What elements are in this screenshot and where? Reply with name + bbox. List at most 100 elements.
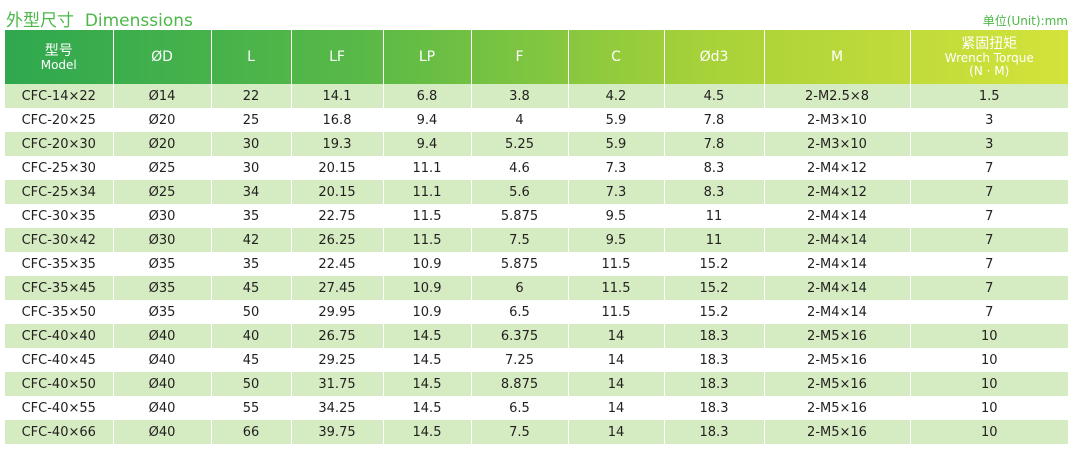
table-cell: 8.875 — [471, 372, 569, 396]
table-cell: CFC-30×42 — [5, 228, 114, 252]
table-cell: 14 — [568, 324, 665, 348]
table-cell: CFC-25×30 — [5, 156, 114, 180]
table-cell: 11 — [664, 228, 765, 252]
table-cell: 18.3 — [664, 372, 765, 396]
column-header: 型号 Model — [5, 30, 114, 84]
table-cell: 1.5 — [910, 84, 1068, 108]
table-row: CFC-35×50 Ø35 50 29.95 10.9 6.5 11.5 15.2 2-M4×1… — [5, 300, 1068, 324]
table-cell: 2-M3×10 — [764, 108, 911, 132]
table-cell: 66 — [211, 420, 292, 444]
table-cell: 20.15 — [291, 156, 384, 180]
table-cell: 5.9 — [568, 108, 665, 132]
column-header: C — [568, 30, 665, 84]
table-row: CFC-30×35 Ø30 35 22.75 11.5 5.875 9.5 11 2-M4×14… — [5, 204, 1068, 228]
table-cell: 3 — [910, 132, 1068, 156]
table-header-row: 型号 Model ØD L LF LP F C Ød3 M 紧固扭矩 Wrench Torque (N … — [5, 30, 1068, 84]
table-cell: CFC-30×35 — [5, 204, 114, 228]
column-header: LP — [383, 30, 472, 84]
column-header: L — [211, 30, 292, 84]
table-cell: 2-M4×12 — [764, 180, 911, 204]
table-cell: 39.75 — [291, 420, 384, 444]
column-header: Ød3 — [664, 30, 765, 84]
table-row: CFC-14×22 Ø14 22 14.1 6.8 3.8 4.2 4.5 2-M2.5×8 1.… — [5, 84, 1068, 108]
table-row: CFC-20×25 Ø20 25 16.8 9.4 4 5.9 7.8 2-M3×10 3 — [5, 108, 1068, 132]
table-cell: 7.3 — [568, 180, 665, 204]
table-cell: 11.1 — [383, 156, 472, 180]
table-cell: 7 — [910, 276, 1068, 300]
table-row: CFC-35×45 Ø35 45 27.45 10.9 6 11.5 15.2 2-M4×14 7 — [5, 276, 1068, 300]
table-cell: Ø40 — [113, 348, 212, 372]
table-cell: Ø25 — [113, 180, 212, 204]
table-cell: 35 — [211, 204, 292, 228]
table-cell: 2-M4×12 — [764, 156, 911, 180]
table-cell: 22.75 — [291, 204, 384, 228]
table-cell: 2-M5×16 — [764, 396, 911, 420]
table-cell: CFC-40×45 — [5, 348, 114, 372]
table-cell: Ø40 — [113, 372, 212, 396]
table-cell: 18.3 — [664, 420, 765, 444]
table-cell: 5.875 — [471, 204, 569, 228]
table-cell: 6.5 — [471, 396, 569, 420]
table-cell: 10 — [910, 420, 1068, 444]
table-row: CFC-40×66 Ø40 66 39.75 14.5 7.5 14 18.3 2-M5×16 1… — [5, 420, 1068, 444]
table-cell: 7 — [910, 180, 1068, 204]
table-cell: 10.9 — [383, 252, 472, 276]
table-cell: 4.6 — [471, 156, 569, 180]
table-cell: 14.5 — [383, 348, 472, 372]
table-cell: 15.2 — [664, 276, 765, 300]
table-cell: 9.4 — [383, 132, 472, 156]
table-row: CFC-35×35 Ø35 35 22.45 10.9 5.875 11.5 15.2 2-M4… — [5, 252, 1068, 276]
table-cell: 27.45 — [291, 276, 384, 300]
table-cell: 6.375 — [471, 324, 569, 348]
table-cell: 11.5 — [568, 252, 665, 276]
table-cell: Ø40 — [113, 396, 212, 420]
title-bar: 外型尺寸 Dimenssions 单位(Unit):mm — [0, 0, 1074, 31]
table-cell: 7.25 — [471, 348, 569, 372]
table-cell: 11.5 — [383, 228, 472, 252]
table-cell: 14 — [568, 396, 665, 420]
table-cell: 7 — [910, 300, 1068, 324]
table-cell: 7 — [910, 252, 1068, 276]
table-cell: 8.3 — [664, 180, 765, 204]
table-cell: 4.5 — [664, 84, 765, 108]
table-body: CFC-14×22 Ø14 22 14.1 6.8 3.8 4.2 4.5 2-M2.5×8 1.… — [5, 84, 1068, 444]
table-cell: 5.9 — [568, 132, 665, 156]
title-zh: 外型尺寸 — [6, 11, 74, 31]
table-cell: 2-M5×16 — [764, 324, 911, 348]
table-cell: CFC-35×50 — [5, 300, 114, 324]
table-cell: CFC-40×55 — [5, 396, 114, 420]
column-header-en: Wrench Torque — [944, 51, 1034, 65]
table-cell: 30 — [211, 156, 292, 180]
table-cell: CFC-35×45 — [5, 276, 114, 300]
table-cell: CFC-40×50 — [5, 372, 114, 396]
table-cell: 11.5 — [383, 204, 472, 228]
table-cell: 10 — [910, 372, 1068, 396]
table-cell: 2-M4×14 — [764, 252, 911, 276]
column-header-zh: 紧固扭矩 — [961, 36, 1018, 52]
table-cell: CFC-14×22 — [5, 84, 114, 108]
table-cell: 29.95 — [291, 300, 384, 324]
table-cell: Ø35 — [113, 252, 212, 276]
table-cell: 11 — [664, 204, 765, 228]
table-cell: 6.5 — [471, 300, 569, 324]
table-cell: 2-M2.5×8 — [764, 84, 911, 108]
table-cell: 30 — [211, 132, 292, 156]
table-cell: 22.45 — [291, 252, 384, 276]
table-cell: CFC-20×25 — [5, 108, 114, 132]
table-cell: 34 — [211, 180, 292, 204]
table-cell: 29.25 — [291, 348, 384, 372]
table-cell: 8.3 — [664, 156, 765, 180]
column-header: F — [471, 30, 569, 84]
table-cell: 2-M4×14 — [764, 228, 911, 252]
table-cell: 9.5 — [568, 228, 665, 252]
table-cell: 45 — [211, 348, 292, 372]
unit-label: 单位(Unit):mm — [982, 14, 1068, 28]
table-cell: 5.875 — [471, 252, 569, 276]
table-cell: 4 — [471, 108, 569, 132]
table-cell: 9.5 — [568, 204, 665, 228]
page-title: 外型尺寸 Dimenssions — [6, 6, 193, 31]
table-cell: 11.5 — [568, 276, 665, 300]
table-cell: 15.2 — [664, 252, 765, 276]
table-cell: 7.3 — [568, 156, 665, 180]
table-row: CFC-40×50 Ø40 50 31.75 14.5 8.875 14 18.3 2-M5×1… — [5, 372, 1068, 396]
